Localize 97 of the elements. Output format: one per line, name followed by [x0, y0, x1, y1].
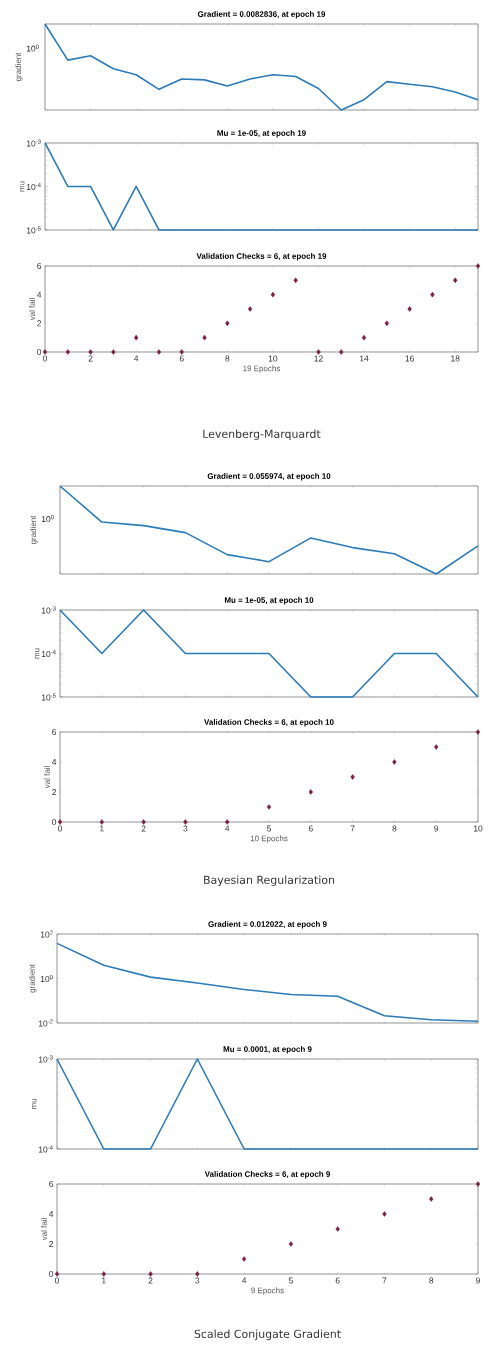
y-tick-label: 10$^{-5}$ — [26, 226, 41, 234]
point — [308, 789, 313, 795]
x-tick-label: 10 — [473, 825, 483, 832]
y-tick-label: 10$^{-4}$ — [38, 1145, 53, 1153]
point — [148, 1271, 153, 1277]
point — [407, 306, 412, 312]
text: Bayesian Regularization — [204, 875, 335, 887]
y-tick-label: 10$^{2}$ — [40, 930, 53, 938]
point — [42, 349, 48, 355]
x-tick-label: 0 — [57, 825, 63, 832]
point — [475, 263, 481, 269]
point — [57, 819, 63, 825]
y-tick-label: 10$^{-3}$ — [26, 139, 41, 147]
y-tick-label: 0 — [49, 1271, 54, 1277]
y-tick-label: 10$^{0}$ — [40, 974, 53, 983]
point — [225, 819, 230, 825]
y-tick-label: 10$^{-3}$ — [41, 606, 56, 614]
x-tick-label: 10 — [268, 355, 278, 362]
y-tick-label: 2 — [49, 1241, 54, 1247]
text: Scaled Conjugate Gradient — [194, 1329, 341, 1341]
x-tick-label: 6 — [308, 825, 313, 832]
point — [266, 804, 272, 810]
point — [54, 1271, 60, 1277]
line-series — [56, 942, 479, 1023]
y-tick-label: 6 — [37, 262, 42, 269]
y-tick-label: 0 — [52, 819, 57, 825]
x-tick-label: 8 — [429, 1277, 434, 1284]
x-tick-label: 5 — [266, 825, 272, 832]
x-tick-label: 2 — [148, 1277, 153, 1284]
y-tick-label: 2 — [37, 320, 42, 327]
x-tick-label: 2 — [141, 825, 146, 832]
point — [339, 349, 344, 355]
point — [361, 334, 367, 341]
x-tick-label: 1 — [100, 825, 104, 832]
y-tick-label: 2 — [52, 789, 57, 795]
point — [88, 349, 93, 355]
x-tick-label: 12 — [314, 355, 323, 362]
y-tick-label: 10$^{-4}$ — [41, 650, 56, 657]
x-tick-label: 9 — [434, 825, 439, 832]
x-tick-label: 6 — [335, 1277, 340, 1284]
point — [434, 744, 439, 750]
point — [225, 320, 230, 327]
point — [293, 277, 298, 284]
point — [183, 819, 188, 825]
x-tick-label: 14 — [359, 355, 369, 362]
point — [288, 1241, 294, 1247]
x-tick-label: 18 — [451, 355, 460, 362]
y-tick-label: 10$^{-5}$ — [41, 693, 56, 701]
point — [382, 1211, 387, 1217]
point — [430, 291, 435, 298]
y-tick-label: 4 — [48, 1211, 54, 1217]
point — [202, 334, 207, 341]
x-tick-label: 3 — [195, 1277, 200, 1284]
point — [134, 334, 139, 341]
point — [475, 729, 481, 735]
point — [141, 819, 146, 825]
point — [65, 349, 70, 355]
x-tick-label: 6 — [179, 355, 184, 362]
y-tick-label: 6 — [52, 729, 57, 735]
y-tick-label: 6 — [49, 1181, 54, 1187]
point — [156, 349, 162, 355]
point — [429, 1196, 434, 1202]
x-tick-label: 9 — [476, 1277, 480, 1284]
x-tick-label: 1 — [102, 1277, 106, 1284]
point — [241, 1256, 247, 1262]
point — [270, 291, 276, 298]
point — [350, 774, 355, 780]
x-tick-label: 3 — [183, 825, 188, 832]
point — [475, 1181, 481, 1187]
x-tick-label: 8 — [392, 825, 397, 832]
y-tick-label: 4 — [51, 759, 57, 765]
x-tick-label: 5 — [288, 1277, 293, 1284]
point — [179, 349, 184, 355]
point — [247, 306, 253, 312]
point — [195, 1271, 200, 1277]
x-tick-label: 7 — [382, 1277, 387, 1284]
x-tick-label: 2 — [88, 355, 93, 362]
point — [392, 759, 397, 765]
x-tick-label: 4 — [225, 825, 230, 832]
y-tick-label: 10$^{-2}$ — [38, 1019, 53, 1027]
x-tick-label: 8 — [225, 355, 230, 362]
point — [316, 349, 321, 355]
y-tick-label: 0 — [37, 349, 42, 355]
x-tick-label: 4 — [133, 355, 139, 362]
point — [99, 819, 104, 825]
point — [384, 320, 389, 327]
y-tick-label: 4 — [36, 291, 42, 298]
y-tick-label: 10$^{-4}$ — [26, 183, 41, 190]
point — [101, 1271, 106, 1277]
point — [335, 1226, 340, 1232]
text: Levenberg-Marquardt — [203, 429, 321, 441]
point — [111, 349, 116, 355]
point — [453, 277, 458, 284]
y-tick-label: 10$^{-3}$ — [38, 1055, 53, 1063]
x-tick-label: 4 — [241, 1277, 247, 1284]
x-tick-label: 7 — [350, 825, 355, 832]
x-tick-label: 16 — [405, 355, 414, 362]
